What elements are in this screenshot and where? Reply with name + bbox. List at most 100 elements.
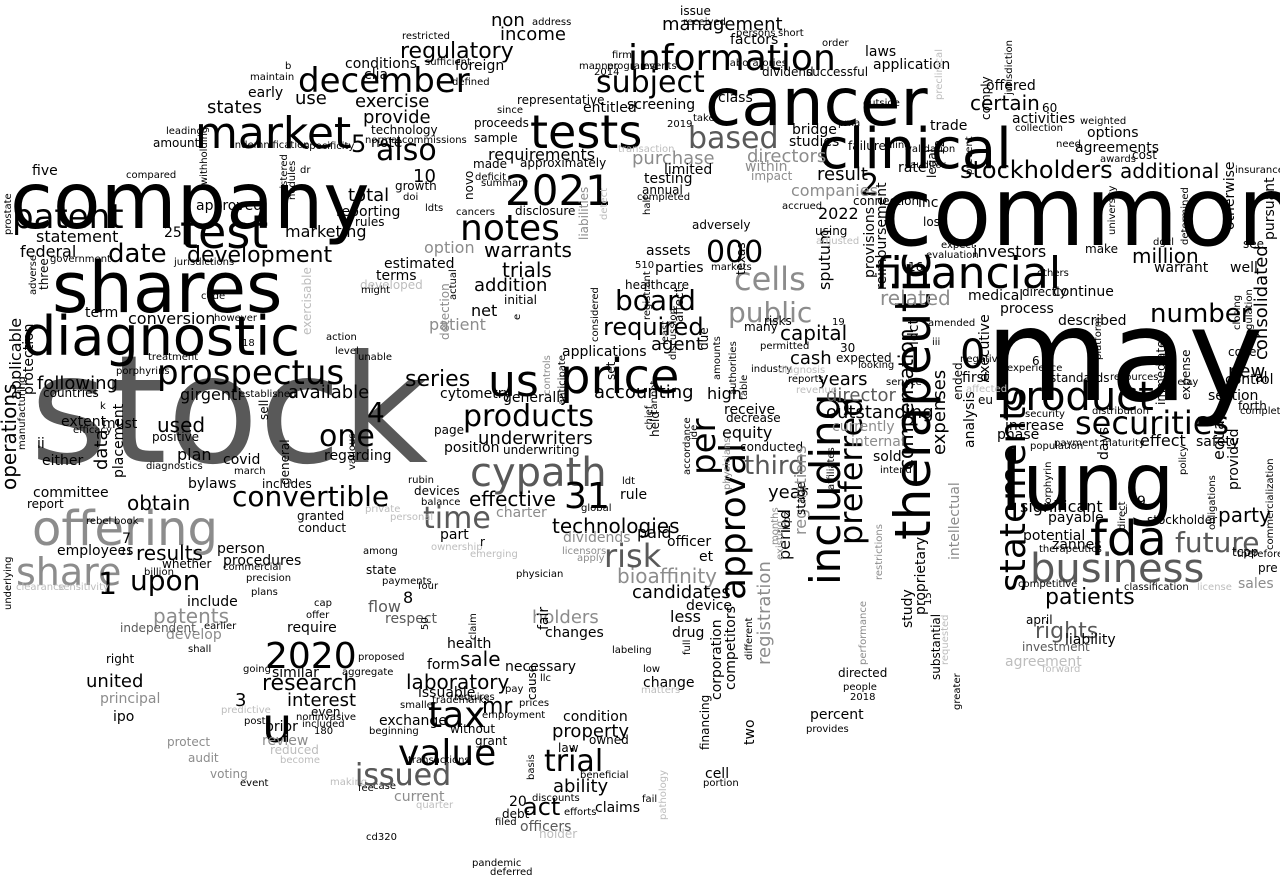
word-affect: affect	[672, 287, 686, 322]
word-issue: issue	[680, 4, 711, 18]
word-2: 2	[860, 168, 879, 203]
word-expected: expected	[836, 351, 892, 365]
word-property: property	[552, 721, 629, 742]
word-lrpz: lrpz	[782, 512, 793, 531]
word-board: board	[615, 284, 696, 317]
word-discounts: discounts	[532, 793, 580, 804]
word-two: two	[742, 719, 758, 745]
word-performance: performance	[858, 601, 869, 665]
word-patents: patents	[153, 604, 229, 628]
word-pay: pay	[505, 684, 523, 695]
word-develop: develop	[166, 627, 222, 643]
word-awards: awards	[1100, 154, 1136, 165]
word-applicable: applicable	[6, 318, 25, 400]
word-related: related	[880, 286, 951, 310]
word-reports: reports	[788, 374, 824, 385]
word-generally: generally	[503, 390, 568, 406]
word-fail: fail	[642, 794, 657, 805]
word-might: might	[361, 285, 390, 296]
word-licensors: licensors	[562, 546, 606, 557]
word-insurance: insurance	[1235, 165, 1280, 176]
word-employees: employees	[57, 543, 133, 559]
word-patient: patient	[429, 315, 486, 334]
word-10: 10	[413, 166, 436, 187]
word-cap: cap	[314, 598, 332, 609]
word-u: u	[262, 698, 292, 754]
word-matters: matters	[641, 685, 680, 696]
word-clearance: clearance	[16, 582, 65, 593]
word-markets: markets	[711, 262, 752, 273]
word-trade: trade	[930, 118, 967, 134]
word-accordance: accordance	[682, 417, 693, 475]
word-placement: placement	[111, 403, 127, 478]
word-2020: 2020	[265, 636, 357, 677]
word-value: value	[398, 733, 496, 774]
word-must: must	[102, 416, 138, 432]
word-countries: countries	[43, 386, 99, 400]
word-noninvasive: noninvasive	[296, 712, 356, 723]
word-testing: testing	[644, 171, 693, 187]
word-results: results	[136, 541, 203, 565]
word-various: various	[347, 433, 358, 470]
word-population: population	[1030, 441, 1083, 452]
word-federal: federal	[20, 242, 76, 261]
word-adjusted: adjusted	[816, 236, 859, 247]
word-effective: effective	[469, 487, 556, 511]
word-4: 4	[367, 396, 385, 429]
word-180: 180	[314, 726, 333, 737]
word-mr: mr	[482, 694, 513, 719]
word-warrant: warrant	[1154, 260, 1209, 276]
word-9: 9	[1137, 494, 1146, 510]
word-interest: interest	[287, 690, 356, 711]
word-prior: prior	[265, 719, 298, 735]
word-respect: respect	[385, 611, 438, 627]
word-19: 19	[832, 317, 845, 328]
word-intend: intend	[880, 465, 912, 476]
word-issued: issued	[355, 758, 451, 793]
word-company: company	[10, 157, 370, 247]
word-paid: paid	[637, 523, 672, 542]
word-level: level	[335, 346, 359, 357]
word-cash: cash	[790, 348, 832, 369]
word-regulations: regulations	[791, 445, 810, 535]
word-without: without	[450, 722, 495, 736]
word-31: 31	[564, 476, 610, 517]
word-five: five	[32, 163, 58, 179]
word-000: 000	[706, 235, 763, 270]
word-zannes: zannes	[1052, 537, 1102, 553]
word-closing: closing	[1232, 295, 1243, 330]
word-2021: 2021	[505, 166, 612, 215]
word-30: 30	[840, 341, 855, 355]
word-technologies: technologies	[552, 514, 680, 538]
word-even: even	[311, 705, 340, 719]
word-due: due	[697, 327, 711, 350]
word-offered: offered	[986, 78, 1036, 94]
word-specificity: specificity	[304, 141, 354, 152]
word-provide: provide	[363, 107, 431, 128]
word-case: case	[373, 781, 396, 792]
word-annual: annual	[642, 183, 683, 197]
word-december: december	[298, 61, 470, 101]
word-process: process	[1000, 301, 1054, 317]
word-discussion: discussion	[668, 308, 679, 360]
word-precision: precision	[246, 573, 291, 584]
word-stockholders: stockholders	[960, 156, 1113, 184]
word-available: available	[288, 382, 369, 403]
word-high: high	[707, 384, 742, 403]
word-director: director	[826, 385, 896, 406]
word-service: service	[886, 377, 922, 388]
word-holders: holders	[532, 607, 599, 628]
word-regulatory: regulatory	[400, 39, 514, 64]
word-texas: texas	[734, 242, 748, 275]
word-current: current	[394, 789, 445, 805]
word-technology: technology	[371, 123, 438, 137]
word-series: series	[405, 367, 470, 392]
word-directly: directly	[1022, 285, 1067, 299]
word-eu: eu	[978, 393, 993, 407]
word-directed: directed	[838, 666, 887, 680]
word-equity: equity	[722, 423, 772, 442]
word-number: number	[1150, 299, 1252, 329]
word-positive: positive	[152, 430, 199, 444]
word-balance: balance	[421, 497, 460, 508]
word-registration: registration	[754, 561, 775, 665]
